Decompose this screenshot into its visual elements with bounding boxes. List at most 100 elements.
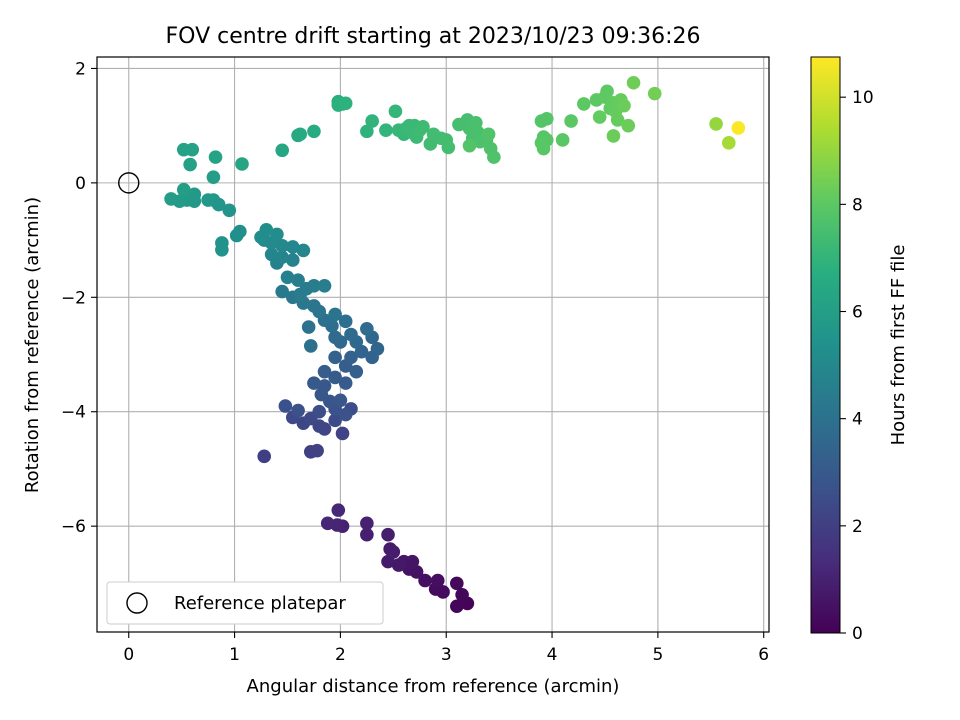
- data-point: [317, 379, 332, 393]
- y-axis-label: Rotation from reference (arcmin): [22, 197, 43, 493]
- data-point: [333, 393, 348, 408]
- reference-marker: [118, 172, 140, 194]
- data-point: [320, 516, 335, 531]
- data-point: [285, 240, 300, 254]
- data-point: [338, 376, 353, 390]
- data-point: [275, 239, 289, 253]
- colorbar-gradient: [810, 56, 841, 634]
- colorbar-tick-label: 4: [852, 410, 863, 430]
- x-axis-ticks: 0 1 2 3 4 5 6: [123, 632, 769, 665]
- data-point: [416, 120, 430, 134]
- data-point: [338, 314, 353, 329]
- data-point: [301, 320, 316, 334]
- data-point: [731, 121, 746, 135]
- data-point: [391, 558, 406, 572]
- data-point: [721, 136, 736, 150]
- data-point: [328, 350, 342, 365]
- data-point: [259, 222, 274, 237]
- data-point: [379, 123, 393, 138]
- data-point: [206, 170, 221, 184]
- data-point: [176, 182, 191, 197]
- data-point: [278, 399, 293, 413]
- data-point: [564, 114, 578, 128]
- y-tick-label: −2: [61, 288, 86, 308]
- data-point: [275, 143, 289, 158]
- colorbar-tick-label: 10: [852, 88, 874, 108]
- data-point: [338, 407, 353, 422]
- y-tick-label: 2: [75, 59, 86, 79]
- data-point: [331, 503, 346, 517]
- data-point: [386, 545, 401, 559]
- data-point: [208, 150, 223, 164]
- data-point: [307, 376, 321, 390]
- y-tick-label: 0: [75, 174, 86, 194]
- y-tick-label: −4: [61, 403, 86, 423]
- data-point: [626, 75, 641, 90]
- data-point: [360, 516, 374, 531]
- data-point: [441, 140, 456, 155]
- data-point: [600, 84, 614, 99]
- x-tick-label: 1: [229, 645, 240, 665]
- data-point: [328, 307, 342, 322]
- x-tick-label: 0: [123, 645, 134, 665]
- data-point: [462, 138, 477, 153]
- data-point: [621, 118, 636, 133]
- y-axis-ticks: 2 0 −2 −4 −6: [61, 59, 97, 537]
- data-point: [709, 117, 723, 131]
- data-point: [229, 228, 244, 243]
- data-point: [418, 573, 432, 588]
- data-point: [270, 227, 284, 242]
- data-point: [349, 364, 364, 379]
- data-point: [307, 124, 321, 139]
- data-point: [275, 284, 289, 299]
- x-tick-label: 4: [547, 645, 558, 665]
- data-point: [617, 98, 631, 113]
- legend-entry-label: Reference platepar: [174, 593, 346, 614]
- data-point: [183, 157, 197, 172]
- x-tick-label: 5: [652, 645, 663, 665]
- data-point: [450, 599, 464, 614]
- data-point: [344, 327, 358, 342]
- data-point: [360, 527, 374, 542]
- data-point: [257, 449, 272, 464]
- legend: Reference platepar: [106, 581, 384, 625]
- data-point: [280, 270, 295, 285]
- data-point: [388, 104, 403, 119]
- x-tick-label: 3: [441, 645, 452, 665]
- data-point: [264, 247, 279, 262]
- x-tick-label: 6: [758, 645, 769, 665]
- colorbar-ticks: 0 2 4 6 8 10: [840, 88, 874, 644]
- data-point: [335, 426, 350, 441]
- colorbar-tick-label: 6: [852, 303, 863, 323]
- data-point: [487, 150, 501, 164]
- data-point: [185, 142, 200, 157]
- data-point: [328, 370, 342, 385]
- colorbar: 0 2 4 6 8 10 Hours from first FF file: [810, 56, 909, 644]
- data-point: [360, 321, 374, 336]
- data-point: [285, 253, 300, 267]
- data-point: [222, 203, 237, 218]
- data-point: [381, 527, 395, 542]
- data-point: [307, 279, 321, 293]
- data-point: [450, 576, 464, 591]
- data-point: [312, 404, 327, 419]
- data-point: [310, 443, 324, 458]
- data-point: [328, 413, 342, 428]
- data-point: [455, 588, 469, 602]
- data-point: [303, 339, 318, 353]
- data-point: [275, 250, 289, 265]
- chart-title: FOV centre drift starting at 2023/10/23 …: [166, 24, 701, 49]
- data-point: [201, 193, 215, 207]
- data-points: [164, 75, 746, 614]
- plot-area: [96, 56, 770, 633]
- data-point: [291, 273, 305, 287]
- data-point: [317, 279, 332, 293]
- colorbar-tick-label: 2: [852, 517, 863, 537]
- data-point: [291, 403, 305, 418]
- data-point: [344, 350, 358, 365]
- data-point: [296, 243, 311, 258]
- x-axis-label: Angular distance from reference (arcmin): [247, 676, 620, 697]
- data-point: [328, 330, 342, 345]
- x-tick-label: 2: [335, 645, 346, 665]
